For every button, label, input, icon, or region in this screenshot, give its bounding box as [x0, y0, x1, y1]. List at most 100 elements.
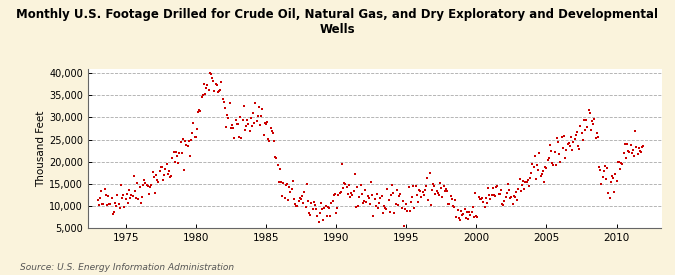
Point	[617, 162, 628, 167]
Point	[111, 204, 122, 208]
Point	[633, 145, 644, 150]
Point	[577, 138, 588, 142]
Point	[570, 133, 581, 137]
Point	[262, 119, 273, 124]
Point	[250, 101, 261, 105]
Point	[216, 79, 227, 84]
Point	[575, 123, 586, 128]
Point	[165, 174, 176, 179]
Point	[543, 155, 554, 160]
Point	[315, 211, 325, 216]
Point	[390, 202, 401, 207]
Point	[470, 191, 481, 195]
Point	[631, 145, 642, 150]
Point	[92, 198, 103, 202]
Point	[535, 174, 546, 178]
Point	[382, 187, 393, 191]
Point	[620, 142, 630, 146]
Point	[318, 218, 329, 222]
Point	[209, 89, 220, 93]
Point	[192, 109, 203, 114]
Point	[452, 208, 463, 212]
Point	[227, 126, 238, 130]
Point	[279, 196, 290, 200]
Point	[119, 205, 130, 209]
Point	[572, 130, 583, 135]
Point	[104, 202, 115, 206]
Point	[117, 196, 128, 200]
Point	[149, 191, 160, 195]
Point	[302, 199, 313, 203]
Point	[148, 175, 159, 179]
Point	[514, 177, 525, 181]
Point	[564, 144, 575, 148]
Point	[360, 188, 371, 192]
Point	[334, 191, 345, 195]
Point	[124, 188, 134, 192]
Point	[595, 167, 605, 172]
Point	[348, 189, 359, 193]
Point	[219, 100, 230, 104]
Point	[451, 215, 462, 219]
Point	[402, 209, 412, 213]
Point	[138, 182, 148, 187]
Point	[513, 186, 524, 191]
Point	[624, 150, 635, 154]
Point	[559, 134, 570, 139]
Point	[529, 154, 540, 159]
Point	[373, 206, 383, 210]
Point	[257, 107, 268, 111]
Point	[510, 195, 520, 200]
Point	[580, 128, 591, 132]
Point	[427, 188, 437, 192]
Point	[267, 131, 278, 135]
Point	[425, 203, 436, 207]
Point	[376, 194, 387, 198]
Point	[263, 137, 273, 141]
Point	[227, 122, 238, 127]
Point	[616, 161, 626, 165]
Point	[115, 183, 126, 187]
Point	[540, 165, 551, 170]
Point	[580, 118, 591, 122]
Point	[256, 114, 267, 118]
Point	[160, 167, 171, 172]
Point	[308, 200, 319, 204]
Point	[249, 121, 260, 126]
Point	[289, 197, 300, 201]
Point	[153, 180, 164, 184]
Point	[271, 156, 282, 160]
Point	[225, 126, 236, 130]
Point	[487, 186, 498, 190]
Point	[323, 206, 334, 210]
Point	[529, 164, 539, 169]
Point	[563, 141, 574, 145]
Point	[363, 196, 374, 200]
Point	[605, 180, 616, 184]
Point	[433, 191, 443, 196]
Point	[463, 216, 474, 221]
Point	[612, 160, 623, 164]
Point	[222, 113, 233, 118]
Point	[628, 148, 639, 152]
Point	[515, 189, 526, 193]
Point	[350, 205, 361, 210]
Point	[292, 204, 303, 208]
Point	[312, 214, 323, 218]
Point	[465, 213, 476, 217]
Point	[310, 207, 321, 211]
Point	[192, 127, 202, 131]
Point	[436, 186, 447, 190]
Point	[144, 192, 155, 196]
Point	[213, 90, 223, 94]
Point	[356, 192, 367, 196]
Point	[190, 135, 201, 139]
Point	[131, 196, 142, 201]
Point	[560, 156, 570, 160]
Point	[224, 101, 235, 105]
Point	[457, 213, 468, 217]
Point	[215, 88, 225, 92]
Point	[608, 175, 618, 180]
Point	[558, 146, 568, 150]
Point	[307, 207, 318, 211]
